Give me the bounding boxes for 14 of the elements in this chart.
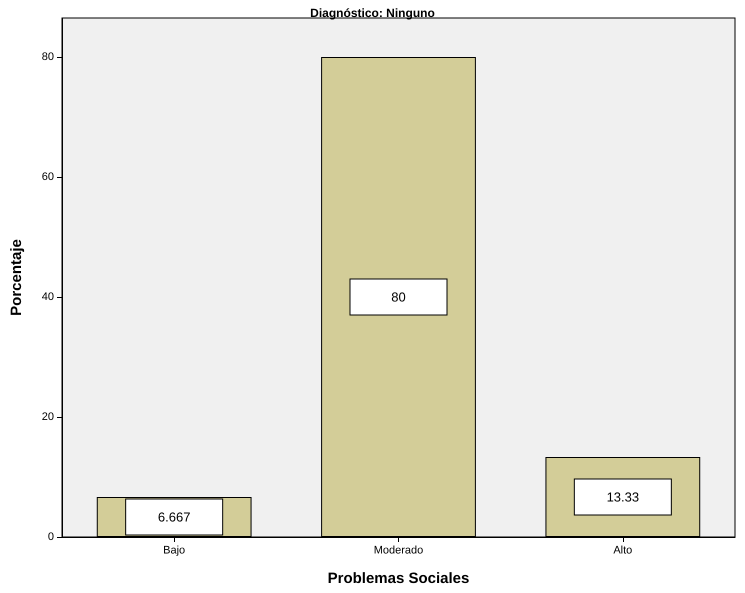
x-tick-label: Bajo bbox=[163, 544, 186, 556]
y-tick-label: 40 bbox=[42, 291, 54, 303]
data-label: 80 bbox=[391, 290, 406, 304]
data-label: 6.667 bbox=[158, 510, 190, 524]
chart-title: Diagnóstico: Ninguno bbox=[310, 6, 435, 20]
y-tick-label: 0 bbox=[48, 531, 54, 543]
y-tick-label: 20 bbox=[42, 411, 54, 423]
x-tick-label: Alto bbox=[613, 544, 632, 556]
y-tick-label: 60 bbox=[42, 171, 54, 183]
data-label: 13.33 bbox=[606, 490, 640, 505]
y-axis-title: Porcentaje bbox=[8, 239, 25, 316]
x-tick-label: Moderado bbox=[374, 544, 424, 556]
x-axis-title: Problemas Sociales bbox=[328, 570, 470, 587]
y-tick-label: 80 bbox=[42, 51, 54, 63]
